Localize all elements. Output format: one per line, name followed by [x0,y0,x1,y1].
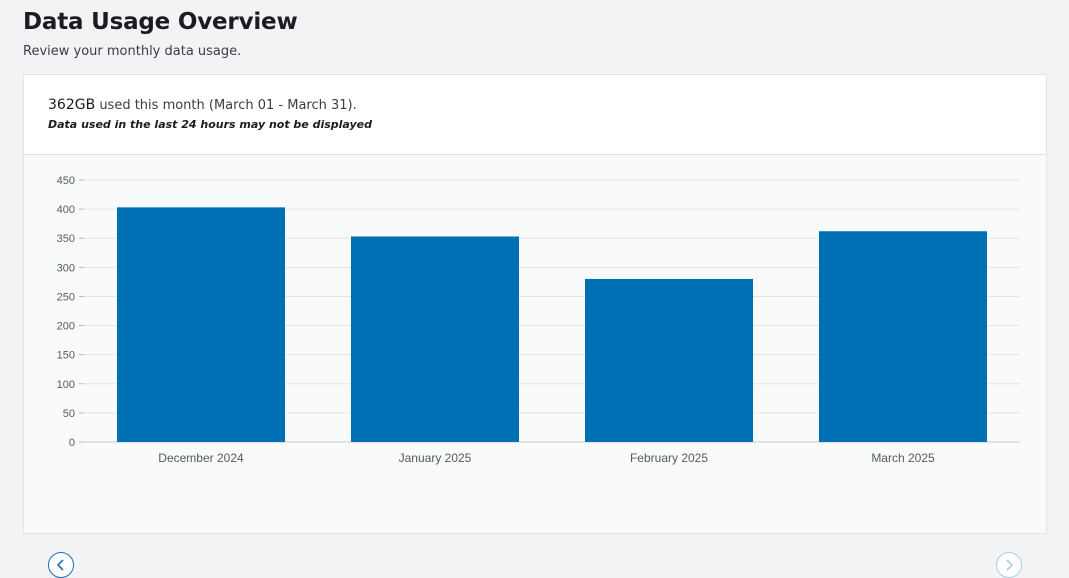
x-tick-label: March 2025 [871,451,935,465]
bar [117,207,285,442]
y-tick-label: 200 [57,321,75,333]
x-tick-label: January 2025 [399,451,472,465]
y-tick-label: 400 [57,204,75,216]
y-tick-label: 250 [57,291,75,303]
x-tick-label: February 2025 [630,451,708,465]
next-period-button[interactable] [996,552,1022,578]
y-tick-label: 150 [57,350,75,362]
y-tick-label: 0 [69,437,75,449]
usage-summary: 362GB used this month (March 01 - March … [24,75,1046,155]
page-title: Data Usage Overview [23,9,298,35]
chevron-left-icon [56,559,64,571]
y-tick-label: 300 [57,262,75,274]
usage-note: Data used in the last 24 hours may not b… [48,118,373,131]
previous-period-button[interactable] [48,552,74,578]
usage-card: 362GB used this month (March 01 - March … [23,74,1047,578]
x-tick-label: December 2024 [158,451,244,465]
bar [351,236,519,442]
y-tick-label: 450 [57,175,75,187]
bar [819,231,987,442]
usage-amount: 362GB [48,97,96,113]
page-subtitle: Review your monthly data usage. [23,44,242,59]
usage-period: used this month (March 01 - March 31). [95,98,357,113]
y-tick-label: 100 [57,379,75,391]
chevron-right-icon [1006,559,1014,571]
y-tick-label: 50 [63,408,75,420]
bar [585,278,753,442]
y-tick-label: 350 [57,233,75,245]
usage-chart-area: 0 50 100 150 200 250 300 350 400 450 December 2024… [24,155,1046,578]
usage-summary-line: 362GB used this month (March 01 - March … [48,97,1046,113]
usage-bar-chart: 0 50 100 150 200 250 300 350 400 450 December 2024… [57,175,1020,465]
